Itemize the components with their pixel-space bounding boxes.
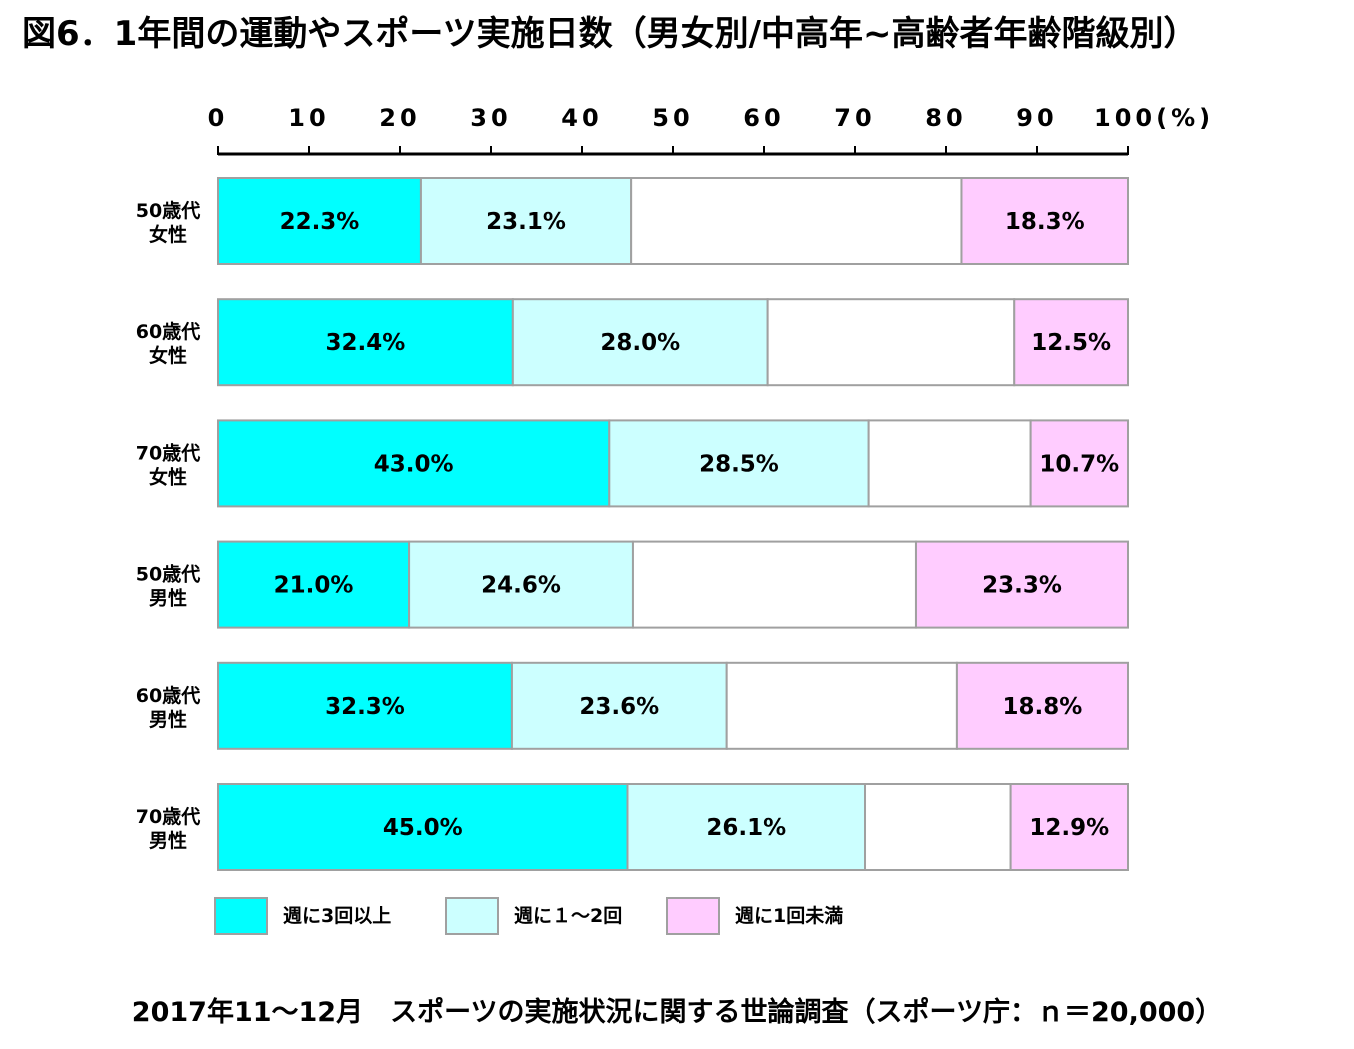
- legend-swatch: [445, 897, 499, 935]
- data-label: 28.5%: [699, 451, 779, 477]
- bar-segment: [217, 661, 513, 750]
- category-label: 70歳代: [136, 806, 200, 828]
- x-tick-label: 60: [743, 104, 784, 132]
- x-tick-label: 100(%): [1094, 104, 1214, 132]
- category-label: 男性: [149, 708, 187, 731]
- x-tick-label: 20: [379, 104, 420, 132]
- x-tick-label: 70: [834, 104, 875, 132]
- data-label: 12.9%: [1029, 815, 1109, 841]
- legend-label: 週に3回以上: [283, 905, 391, 927]
- chart-title: 図6．1年間の運動やスポーツ実施日数（男女別/中高年~高齢者年齢階級別）: [22, 14, 1198, 54]
- category-label: 70歳代: [136, 442, 200, 464]
- bar-segment: [960, 177, 1129, 265]
- legend-swatch: [214, 897, 268, 935]
- data-label: 18.8%: [1003, 694, 1083, 720]
- data-label: 43.0%: [374, 451, 454, 477]
- data-label: 24.6%: [481, 573, 561, 599]
- bar-segment: [408, 540, 634, 629]
- x-tick-label: 90: [1016, 104, 1057, 132]
- axis: 0 10 20 30 40 50 60 70 80 90 100(%): [208, 104, 1214, 156]
- data-label: 23.6%: [579, 694, 659, 720]
- bars: [217, 177, 1130, 871]
- bar-segment: [217, 177, 422, 265]
- bar-segment: [608, 419, 870, 508]
- source-note: 2017年11～12月 スポーツの実施状況に関する世論調査（スポーツ庁：ｎ＝20…: [131, 997, 1223, 1028]
- data-label: 23.3%: [982, 573, 1062, 599]
- data-label: 26.1%: [706, 815, 786, 841]
- bar-segment: [1009, 783, 1129, 871]
- data-label: 32.3%: [325, 694, 405, 720]
- bar-segment: [1029, 419, 1130, 508]
- bar-segment: [914, 540, 1129, 629]
- category-label: 男性: [149, 829, 187, 852]
- legend: 週に3回以上 週に１～2回 週に1回未満: [214, 897, 843, 935]
- data-label: 28.0%: [600, 330, 680, 356]
- data-label: 21.0%: [274, 573, 354, 599]
- category-label: 60歳代: [136, 685, 200, 707]
- data-label: 45.0%: [383, 815, 463, 841]
- bar-segment: [510, 661, 728, 750]
- bar-segment: [217, 419, 611, 508]
- category-label: 60歳代: [136, 321, 200, 343]
- x-tick-label: 30: [470, 104, 511, 132]
- bar-segment: [864, 783, 1012, 871]
- bar-segment: [217, 298, 514, 387]
- data-label: 22.3%: [280, 209, 360, 235]
- data-label: 12.5%: [1031, 330, 1111, 356]
- bar-segment: [511, 298, 769, 387]
- legend-label: 週に１～2回: [514, 905, 622, 927]
- data-label: 18.3%: [1005, 209, 1085, 235]
- legend-swatch: [666, 897, 720, 935]
- bar-segment: [955, 661, 1129, 750]
- category-label: 50歳代: [136, 564, 200, 586]
- x-tick-label: 0: [208, 104, 229, 132]
- bar-segment: [766, 298, 1016, 387]
- bar-segment: [867, 419, 1032, 508]
- x-tick-label: 10: [288, 104, 329, 132]
- x-tick-label: 40: [561, 104, 602, 132]
- bar-segment: [631, 540, 917, 629]
- data-label: 10.7%: [1039, 451, 1119, 477]
- legend-label: 週に1回未満: [735, 904, 843, 927]
- category-label: 女性: [149, 223, 187, 246]
- category-label: 女性: [149, 344, 187, 367]
- x-tick-label: 50: [652, 104, 693, 132]
- category-label: 男性: [149, 587, 187, 610]
- category-label: 50歳代: [136, 200, 200, 222]
- data-label: 32.4%: [326, 330, 406, 356]
- bar-segment: [626, 783, 867, 871]
- bar-segment: [725, 661, 958, 750]
- data-label: 23.1%: [486, 209, 566, 235]
- bar-segment: [1013, 298, 1129, 387]
- bar-segment: [217, 540, 411, 629]
- value-labels: 22.3% 23.1% 18.3% 32.4% 28.0% 12.5% 43.0% 28.5%…: [274, 209, 1120, 841]
- x-tick-label: 80: [925, 104, 966, 132]
- category-label: 女性: [149, 465, 187, 488]
- bar-segment: [630, 177, 963, 265]
